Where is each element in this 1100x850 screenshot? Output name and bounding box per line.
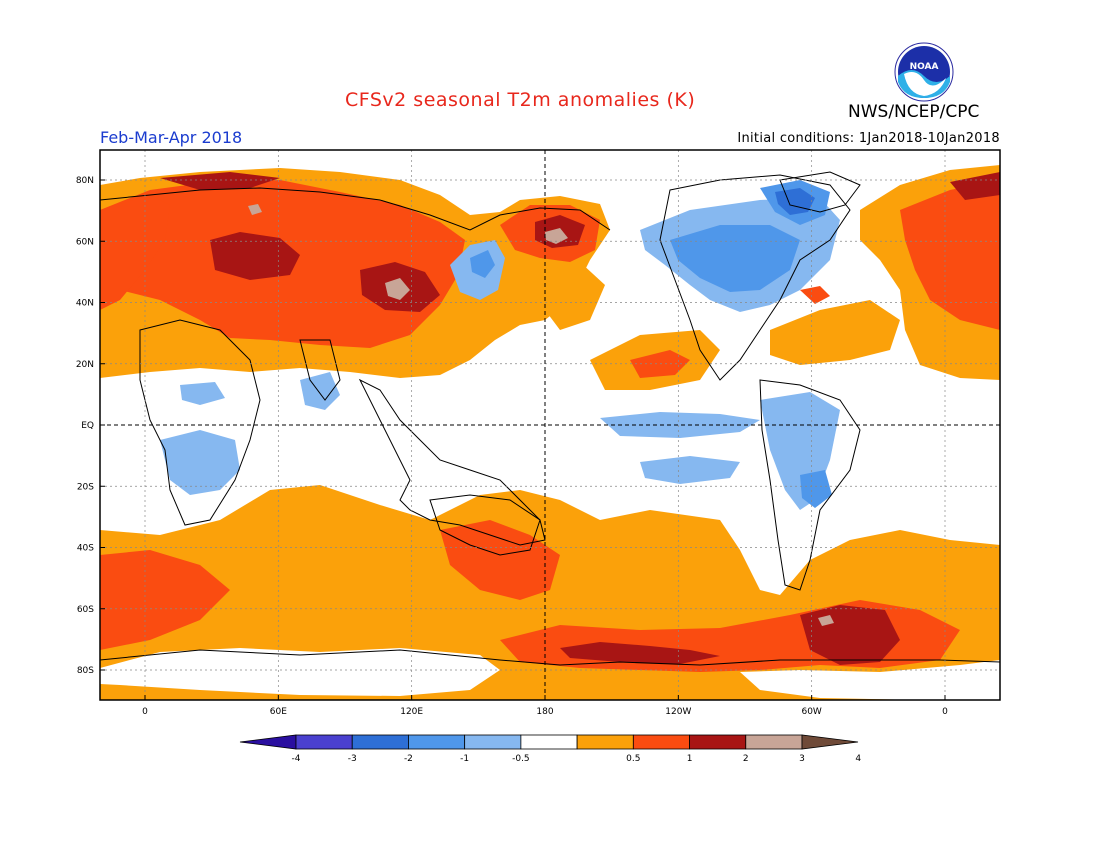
colorbar-tick-label: -3 [348,754,357,764]
anomaly-warm-1-europe [100,195,170,310]
map-title: CFSv2 seasonal T2m anomalies (K) [345,89,696,111]
colorbar-swatch [464,734,522,750]
anomaly-cool-05-eqpacific [600,412,760,438]
colorbar-arrow-low [239,734,297,750]
lat-tick-label: 40N [76,299,94,309]
colorbar-swatch [689,734,747,750]
noaa-logo-icon: NOAA [894,42,954,102]
colorbar: -4 -3 -2 -1 -0.5 0.5 1 2 3 4 [239,734,861,764]
anomaly-cool-05-spacific [640,456,740,484]
colorbar-tick-label: 1 [687,754,693,764]
anomaly-warm-3-weddell [818,615,834,626]
anomaly-warm-1-southern-mid [440,520,560,600]
colorbar-swatch [351,734,409,750]
anomaly-cool-1-japan [470,250,495,278]
colorbar-swatch [576,734,634,750]
lat-tick-label: 80N [76,176,94,186]
colorbar-tick-label: -0.5 [512,754,530,764]
noaa-logo-text: NOAA [910,62,939,72]
anomaly-warm-1-labrador [800,286,830,304]
anomaly-warm-2-ross [560,642,720,664]
lat-tick-label: 20S [77,482,94,492]
colorbar-swatch [295,734,353,750]
colorbar-swatch [745,734,803,750]
anomaly-cool-05-india [300,372,340,410]
initial-conditions-label: Initial conditions: 1Jan2018-10Jan2018 [737,131,1000,146]
lon-tick-label: 180 [536,707,553,717]
anomaly-warm-2-siberia [210,232,300,280]
lon-tick-label: 60E [270,707,287,717]
lat-tick-label: EQ [81,421,94,431]
colorbar-tick-label: -1 [460,754,469,764]
lon-tick-label: 60W [801,707,821,717]
anomaly-cool-05-africa-north [180,382,225,405]
lon-tick-label: 120E [400,707,423,717]
lon-tick-label: 120W [665,707,691,717]
lat-tick-label: 60S [77,605,94,615]
anomaly-warm-1-southern-west [100,550,230,650]
anomaly-warm-2-atlantic [950,172,1000,200]
colorbar-swatch [632,734,690,750]
colorbar-tick-label: 4 [855,754,861,764]
lon-tick-label: 0 [142,707,148,717]
org-label: NWS/NCEP/CPC [848,102,980,122]
colorbar-tick-label: -4 [292,754,301,764]
anomaly-cool-05-africa [160,430,240,495]
colorbar-tick-label: 3 [799,754,805,764]
anomaly-cool-1-southamerica [800,470,832,508]
anomaly-warm-3-arctic [248,204,262,215]
lat-tick-label: 20N [76,360,94,370]
lat-tick-label: 60N [76,237,94,247]
anomaly-warm-2-arctic [160,172,280,190]
anomaly-warm-3-bering [545,228,568,244]
colorbar-swatch [520,734,578,750]
anomaly-warm-3-mongolia [385,278,410,300]
colorbar-arrow-high [801,734,859,750]
anomaly-cool-1-northamerica [670,225,800,292]
lon-tick-label: 0 [942,707,948,717]
colorbar-swatch [408,734,466,750]
colorbar-tick-label: 2 [743,754,749,764]
anomaly-warm-05-northatlantic [770,300,900,365]
colorbar-tick-label: -2 [404,754,413,764]
graticule [100,150,1000,700]
colorbar-tick-label: 0.5 [626,754,640,764]
anomaly-warm-05-eastpacific [545,262,605,330]
season-label: Feb-Mar-Apr 2018 [100,128,243,147]
anomaly-warm-1-atlantic [900,180,1000,330]
lat-tick-label: 40S [77,544,94,554]
antarctic-neutral [100,648,500,696]
lat-tick-label: 80S [77,666,94,676]
